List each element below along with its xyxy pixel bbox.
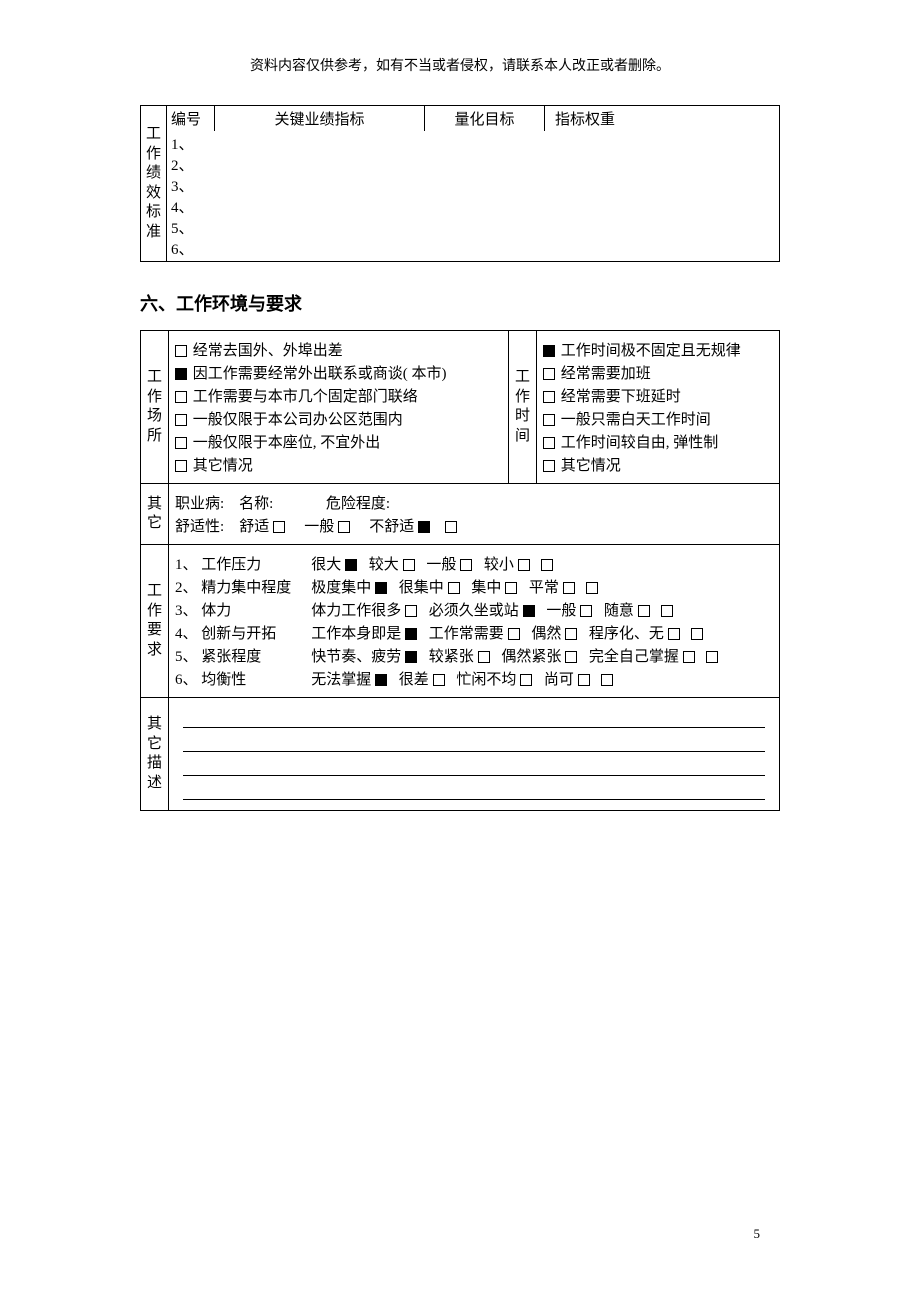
checkbox[interactable] [661, 605, 673, 617]
checkbox[interactable] [691, 628, 703, 640]
checkbox[interactable] [478, 651, 490, 663]
checkbox[interactable] [175, 391, 187, 403]
checkbox[interactable] [273, 521, 285, 533]
t1-h-kpi: 关键业绩指标 [215, 106, 425, 132]
place-cell: 经常去国外、外埠出差 因工作需要经常外出联系或商谈( 本市) 工作需要与本市几个… [169, 331, 509, 484]
checkbox[interactable] [375, 674, 387, 686]
checkbox[interactable] [601, 674, 613, 686]
checkbox[interactable] [375, 582, 387, 594]
checkbox[interactable] [706, 651, 718, 663]
checkbox[interactable] [520, 674, 532, 686]
checkbox[interactable] [405, 605, 417, 617]
time-cell: 工作时间极不固定且无规律 经常需要加班 经常需要下班延时 一般只需白天工作时间 … [537, 331, 780, 484]
checkbox[interactable] [433, 674, 445, 686]
checkbox[interactable] [668, 628, 680, 640]
other2-cell [169, 698, 780, 811]
checkbox[interactable] [543, 368, 555, 380]
checkbox[interactable] [405, 628, 417, 640]
checkbox[interactable] [460, 559, 472, 571]
env-table: 工作场所 经常去国外、外埠出差 因工作需要经常外出联系或商谈( 本市) 工作需要… [140, 330, 780, 811]
req-label: 工作要求 [141, 545, 169, 698]
checkbox[interactable] [543, 345, 555, 357]
checkbox[interactable] [448, 582, 460, 594]
checkbox[interactable] [580, 605, 592, 617]
checkbox[interactable] [541, 559, 553, 571]
page-number: 5 [754, 1226, 761, 1242]
place-label: 工作场所 [141, 331, 169, 484]
checkbox[interactable] [403, 559, 415, 571]
checkbox[interactable] [175, 437, 187, 449]
other1-cell: 职业病: 名称: 危险程度:舒适性: 舒适 一般 不舒适 [169, 484, 780, 545]
checkbox[interactable] [175, 368, 187, 380]
checkbox[interactable] [175, 345, 187, 357]
checkbox[interactable] [175, 414, 187, 426]
t1-h-no: 编号 [167, 106, 215, 132]
checkbox[interactable] [338, 521, 350, 533]
blank-line [183, 780, 765, 800]
checkbox[interactable] [505, 582, 517, 594]
checkbox[interactable] [508, 628, 520, 640]
other1-label: 其它 [141, 484, 169, 545]
checkbox[interactable] [638, 605, 650, 617]
other2-label: 其它描述 [141, 698, 169, 811]
checkbox[interactable] [565, 651, 577, 663]
checkbox[interactable] [523, 605, 535, 617]
time-label: 工作时间 [509, 331, 537, 484]
section-title: 六、工作环境与要求 [140, 290, 780, 316]
checkbox[interactable] [543, 437, 555, 449]
checkbox[interactable] [345, 559, 357, 571]
checkbox[interactable] [683, 651, 695, 663]
header-note: 资料内容仅供参考，如有不当或者侵权，请联系本人改正或者删除。 [140, 55, 780, 75]
t1-vlabel: 工作绩效标准 [141, 106, 167, 262]
t1-h-weight: 指标权重 [545, 106, 780, 132]
checkbox[interactable] [578, 674, 590, 686]
checkbox[interactable] [445, 521, 457, 533]
checkbox[interactable] [565, 628, 577, 640]
req-cell: 1、 工作压力很大 较大 一般 较小 2、 精力集中程度极度集中 很集中 集中 … [169, 545, 780, 698]
t1-h-target: 量化目标 [425, 106, 545, 132]
checkbox[interactable] [543, 391, 555, 403]
checkbox[interactable] [543, 414, 555, 426]
blank-line [183, 756, 765, 776]
checkbox[interactable] [586, 582, 598, 594]
checkbox[interactable] [563, 582, 575, 594]
blank-line [183, 708, 765, 728]
checkbox[interactable] [543, 460, 555, 472]
blank-line [183, 732, 765, 752]
performance-table: 工作绩效标准 编号 关键业绩指标 量化目标 指标权重 1、2、3、4、5、6、 [140, 105, 780, 262]
t1-rows: 1、2、3、4、5、6、 [167, 131, 780, 262]
checkbox[interactable] [418, 521, 430, 533]
checkbox[interactable] [175, 460, 187, 472]
checkbox[interactable] [405, 651, 417, 663]
checkbox[interactable] [518, 559, 530, 571]
